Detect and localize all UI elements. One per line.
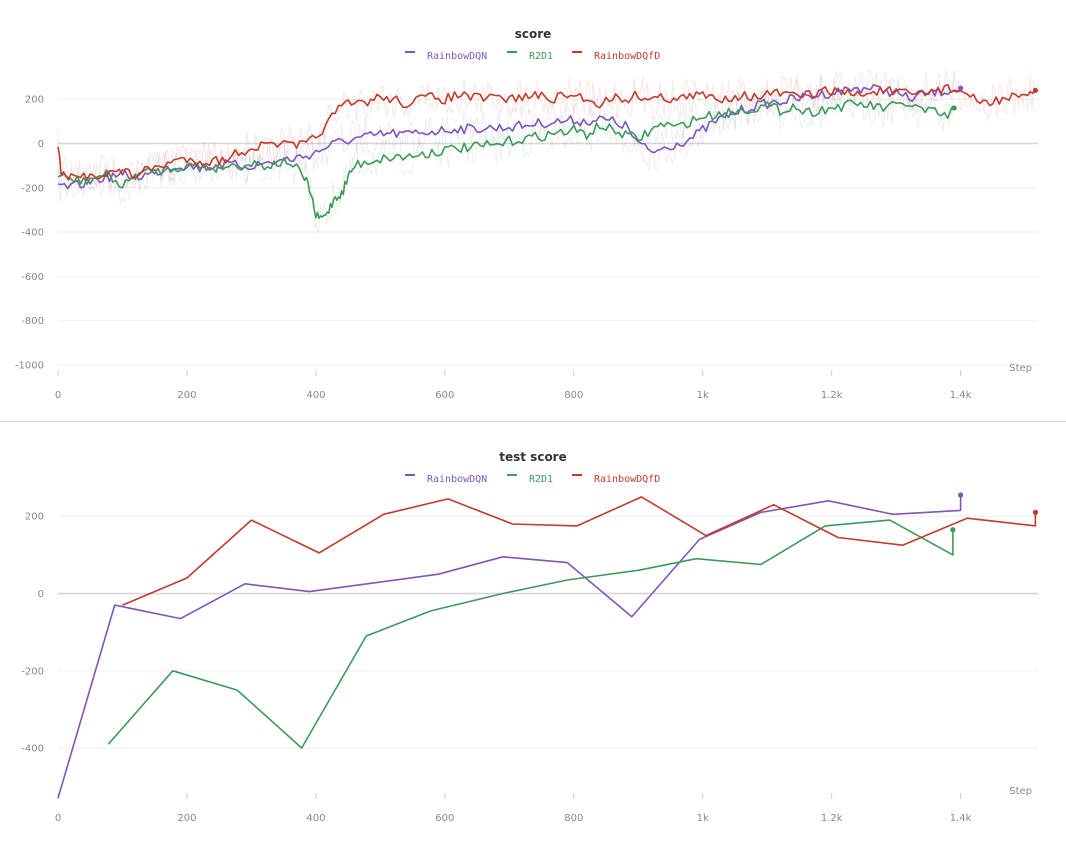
- x-tick-label: 600: [435, 390, 454, 401]
- y-tick-label: -800: [21, 316, 44, 327]
- series-line-rainbowdqn: [57, 495, 962, 799]
- grid-lines: [58, 515, 1038, 749]
- chart-title: score: [515, 27, 552, 41]
- y-tick-label: -200: [21, 666, 44, 677]
- x-tick-label: 400: [306, 390, 325, 401]
- x-tick-label: 0: [55, 813, 61, 824]
- chart-legend[interactable]: RainbowDQN R2D1 RainbowDQfD: [405, 474, 660, 485]
- legend-label-r2d1[interactable]: R2D1: [529, 474, 553, 485]
- x-tick-label: 400: [306, 813, 325, 824]
- chart-legend[interactable]: RainbowDQN R2D1 RainbowDQfD: [405, 51, 660, 62]
- legend-label-r2d1[interactable]: R2D1: [529, 51, 553, 62]
- series-lines: [57, 83, 1039, 219]
- panel-divider: [0, 421, 1066, 422]
- y-tick-label: 0: [38, 139, 44, 150]
- legend-label-rainbowdqn[interactable]: RainbowDQN: [427, 51, 487, 62]
- raw-shadow-r2d1: [57, 85, 954, 235]
- grid-lines: [58, 98, 1038, 366]
- x-tick-label: 800: [564, 813, 583, 824]
- series-lines: [57, 492, 1039, 799]
- x-tick-label: 1.4k: [950, 390, 972, 401]
- legend-label-rainbowdqn[interactable]: RainbowDQN: [427, 474, 487, 485]
- series-line-rainbowdqfd: [122, 496, 1037, 606]
- x-axis-ticks: 0 200 400 600 800 1k 1.2k 1.4k: [55, 793, 972, 824]
- series-endpoint-rainbowdqfd: [1032, 509, 1039, 515]
- chart-title: test score: [499, 450, 567, 464]
- y-axis-ticks: 200 0 -200 -400: [21, 512, 44, 755]
- y-tick-label: -200: [21, 183, 44, 194]
- series-endpoint-rainbowdqn: [958, 492, 964, 498]
- legend-label-rainbowdqfd[interactable]: RainbowDQfD: [594, 51, 660, 62]
- x-tick-label: 1k: [697, 390, 709, 401]
- series-endpoint-r2d1: [951, 105, 957, 111]
- x-tick-label: 1k: [697, 813, 709, 824]
- y-tick-label: -400: [21, 744, 44, 755]
- x-tick-label: 200: [177, 813, 196, 824]
- x-tick-label: 1.4k: [950, 813, 972, 824]
- series-line-rainbowdqfd: [57, 83, 1037, 181]
- series-endpoint-rainbowdqfd: [1032, 87, 1039, 93]
- x-tick-label: 600: [435, 813, 454, 824]
- y-tick-label: -1000: [15, 360, 44, 371]
- x-tick-label: 200: [177, 390, 196, 401]
- y-axis-ticks: 200 0 -200 -400 -600 -800 -1000: [15, 95, 44, 372]
- x-tick-label: 1.2k: [821, 813, 843, 824]
- y-tick-label: 0: [38, 589, 44, 600]
- raw-noise-shadows: [57, 69, 1035, 235]
- x-axis-title: Step: [1009, 363, 1032, 374]
- y-tick-label: 200: [25, 512, 44, 523]
- series-line-r2d1: [57, 99, 955, 219]
- series-endpoint-r2d1: [950, 527, 956, 533]
- x-axis-title: Step: [1009, 786, 1032, 797]
- x-axis-ticks: 0 200 400 600 800 1k 1.2k 1.4k: [55, 370, 972, 401]
- y-tick-label: 200: [25, 95, 44, 106]
- y-tick-label: -600: [21, 272, 44, 283]
- series-line-r2d1: [107, 519, 954, 749]
- series-endpoint-rainbowdqn: [958, 85, 964, 91]
- legend-label-rainbowdqfd[interactable]: RainbowDQfD: [594, 474, 660, 485]
- test-score-panel: test score RainbowDQN R2D1 RainbowDQfD 2…: [21, 450, 1039, 824]
- x-tick-label: 800: [564, 390, 583, 401]
- x-tick-label: 1.2k: [821, 390, 843, 401]
- y-tick-label: -400: [21, 228, 44, 239]
- x-tick-label: 0: [55, 390, 61, 401]
- score-panel: score RainbowDQN R2D1 RainbowDQfD 200 0 -2…: [15, 27, 1039, 401]
